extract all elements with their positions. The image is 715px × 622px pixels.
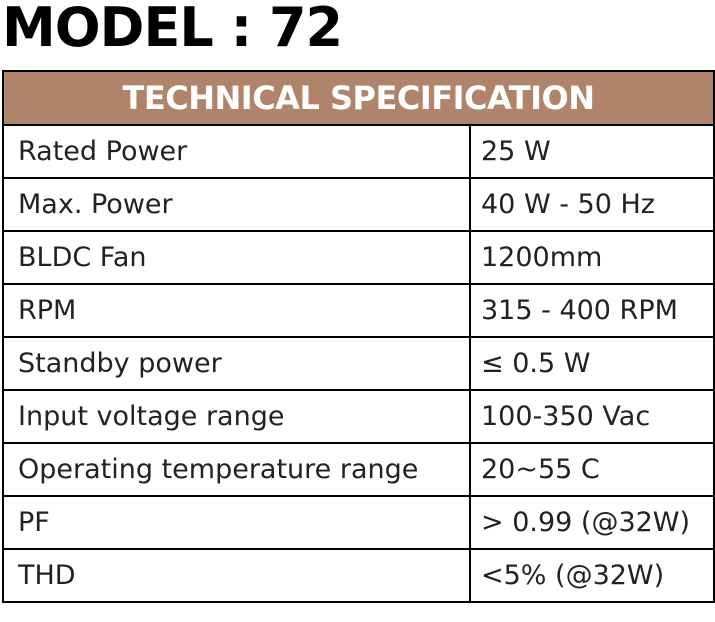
spec-label: BLDC Fan <box>2 230 471 285</box>
spec-value: 20~55 C <box>468 442 715 497</box>
spec-label: Standby power <box>2 336 471 391</box>
spec-row: Operating temperature range 20~55 C <box>2 442 715 497</box>
spec-row: Rated Power 25 W <box>2 124 715 179</box>
spec-value: 315 - 400 RPM <box>468 283 715 338</box>
header-row: TECHNICAL SPECIFICATION <box>1 70 715 126</box>
spec-row: Max. Power 40 W - 50 Hz <box>2 177 715 232</box>
spec-value: 25 W <box>468 124 715 179</box>
spec-row: BLDC Fan 1200mm <box>2 230 715 285</box>
spec-value: ≤ 0.5 W <box>468 336 715 391</box>
table-body: Rated Power 25 W Max. Power 40 W - 50 Hz BLD… <box>2 124 715 603</box>
spec-row: PF > 0.99 (@32W) <box>2 495 715 550</box>
spec-row: THD <5% (@32W) <box>2 548 715 603</box>
spec-row: Input voltage range 100-350 Vac <box>2 389 715 444</box>
spec-label: RPM <box>2 283 471 338</box>
spec-label: Rated Power <box>2 124 471 179</box>
spec-row: RPM 315 - 400 RPM <box>2 283 715 338</box>
table-title: TECHNICAL SPECIFICATION <box>1 70 715 126</box>
spec-value: 1200mm <box>468 230 715 285</box>
spec-value: 100-350 Vac <box>468 389 715 444</box>
spec-label: THD <box>2 548 471 603</box>
spec-value: > 0.99 (@32W) <box>468 495 715 550</box>
spec-row: Standby power ≤ 0.5 W <box>2 336 715 391</box>
spec-value: <5% (@32W) <box>468 548 715 603</box>
spec-label: Operating temperature range <box>2 442 471 497</box>
spec-label: Max. Power <box>2 177 471 232</box>
spec-label: PF <box>2 495 471 550</box>
model-title: MODEL : 72 <box>2 0 343 59</box>
spec-label: Input voltage range <box>2 389 471 444</box>
spec-value: 40 W - 50 Hz <box>468 177 715 232</box>
